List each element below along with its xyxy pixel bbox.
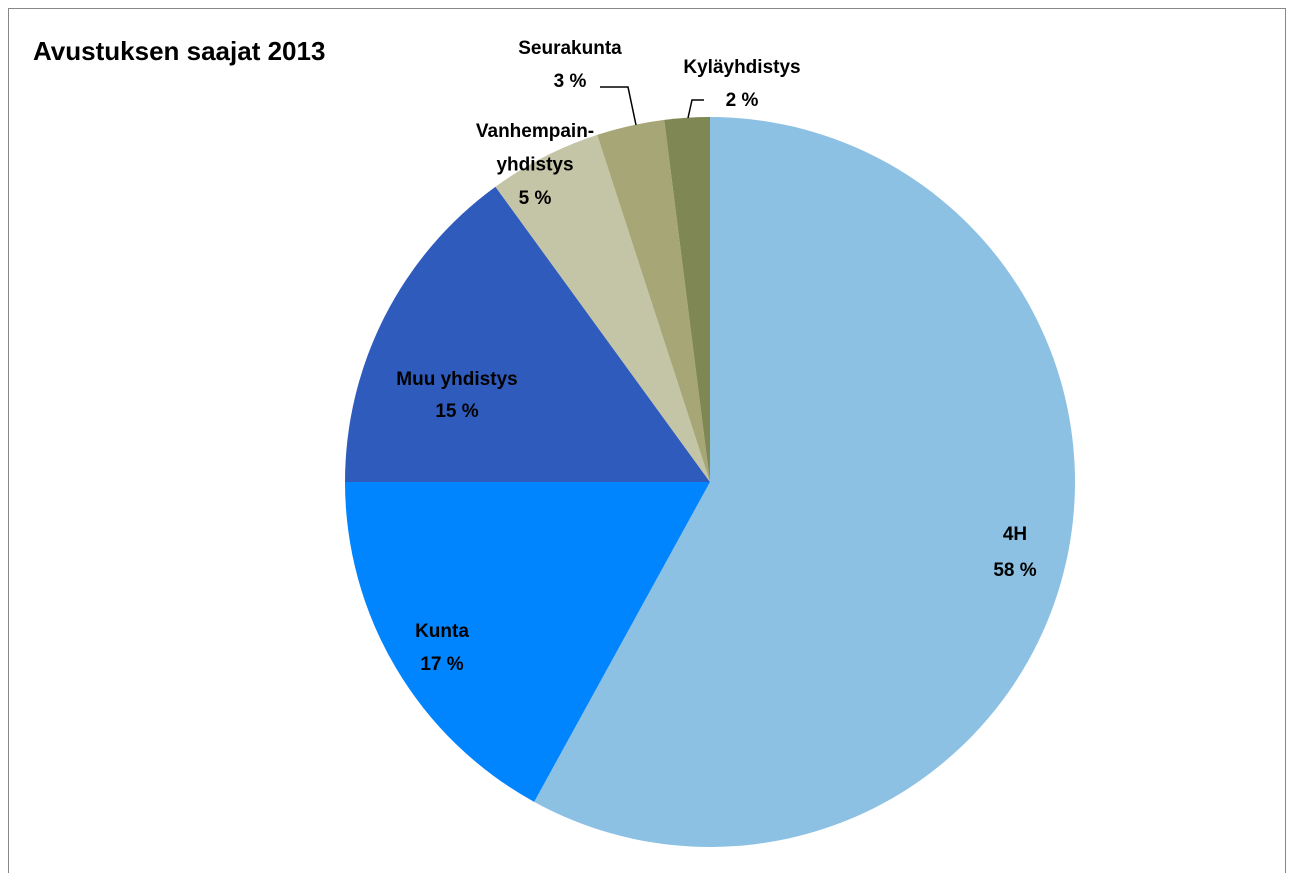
pie-slice [597, 119, 710, 482]
slice-category: Vanhempain-yhdistys [476, 121, 594, 175]
leader-line [687, 99, 704, 119]
slice-category: Kyläyhdistys [683, 57, 800, 78]
slice-value-label: 5 % [519, 188, 552, 209]
slice-category: 4H [1003, 524, 1027, 545]
slice-value-label: 15 % [435, 401, 478, 422]
slice-value-label: 17 % [420, 654, 463, 675]
slice-category: Seurakunta [518, 38, 622, 59]
slice-value-label: 3 % [554, 71, 587, 92]
pie-slice [534, 117, 1076, 847]
chart-title: Avustuksen saajat 2013 [33, 36, 325, 66]
slice-value-label: 58 % [993, 560, 1036, 581]
pie-slice [345, 482, 710, 802]
slice-category: Muu yhdistys [396, 369, 517, 390]
pie-slice [664, 117, 710, 482]
slice-category: Kunta [415, 621, 469, 642]
slice-value-label: 2 % [726, 90, 759, 111]
pie-slice [495, 134, 710, 482]
pie-slice [345, 186, 710, 482]
leader-line [600, 86, 637, 126]
